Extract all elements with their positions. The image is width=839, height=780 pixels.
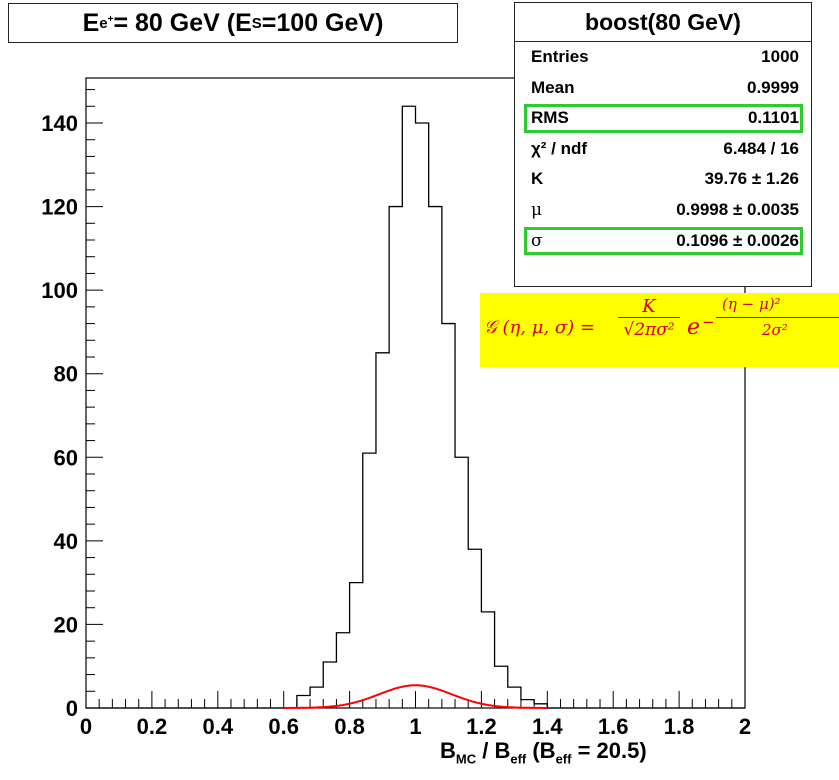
histogram-steps <box>86 105 745 709</box>
stat-value: 1000 <box>761 47 799 66</box>
stat-row: RMS 0.1101 <box>515 103 811 134</box>
x-tick-label: 0.4 <box>203 714 234 739</box>
y-tick-label: 40 <box>54 529 78 554</box>
stat-value: 6.484 / 16 <box>723 138 799 158</box>
stat-value: 0.1096 ± 0.0026 <box>676 230 799 250</box>
y-tick-label: 100 <box>41 278 78 303</box>
x-tick-label: 0.2 <box>137 714 168 739</box>
y-tick-label: 20 <box>54 612 78 637</box>
x-tick-label: 2 <box>739 714 751 739</box>
stat-value: 39.76 ± 1.26 <box>704 169 799 189</box>
formula-lhs: 𝒢 (η, μ, σ) = <box>484 317 596 338</box>
stat-value: 0.9998 ± 0.0035 <box>676 199 799 219</box>
stat-key: RMS <box>531 108 569 128</box>
y-tick-label: 140 <box>41 111 78 136</box>
stat-key: χ² / ndf <box>531 138 588 158</box>
stat-key: Mean <box>531 77 575 97</box>
stat-key: K <box>531 169 544 189</box>
x-tick-label: 1 <box>409 714 421 739</box>
x-tick-label: 1.8 <box>664 714 695 739</box>
stats-box: boost(80 GeV) Entries 1000 Mean 0.9999 RMS 0.… <box>514 2 812 287</box>
stat-row: σ 0.1096 ± 0.0026 <box>515 226 811 257</box>
formula-fraction: K √2πσ² <box>618 296 680 340</box>
x-tick-label: 1.6 <box>598 714 629 739</box>
stat-row: K 39.76 ± 1.26 <box>515 164 811 195</box>
stat-row: χ² / ndf 6.484 / 16 <box>515 134 811 165</box>
formula-exp-base: e <box>687 315 701 340</box>
x-tick-label: 0 <box>80 714 92 739</box>
y-tick-label: 120 <box>41 195 78 220</box>
y-tick-label: 60 <box>54 445 78 470</box>
x-tick-label: 1.4 <box>532 714 563 739</box>
x-axis-label: BMC / Beff (Beff = 20.5) <box>440 738 647 767</box>
stat-row: Mean 0.9999 <box>515 73 811 104</box>
gaussian-formula: 𝒢 (η, μ, σ) = K √2πσ² e − (η − μ)² 2σ² <box>480 293 839 367</box>
stat-key: μ <box>531 199 543 220</box>
x-tick-label: 0.8 <box>334 714 365 739</box>
x-tick-label: 1.2 <box>466 714 497 739</box>
x-tick-label: 0.6 <box>268 714 299 739</box>
stat-value: 0.1101 <box>747 108 799 128</box>
stat-key: Entries <box>531 47 589 66</box>
y-tick-label: 0 <box>66 696 78 721</box>
stats-title: boost(80 GeV) <box>515 3 811 42</box>
y-tick-label: 80 <box>54 362 78 387</box>
stat-key: σ <box>531 230 543 251</box>
gaussian-fit-curve <box>283 684 548 709</box>
stat-row: Entries 1000 <box>515 42 811 73</box>
stat-value: 0.9999 <box>747 77 799 97</box>
stat-row: μ 0.9998 ± 0.0035 <box>515 195 811 226</box>
